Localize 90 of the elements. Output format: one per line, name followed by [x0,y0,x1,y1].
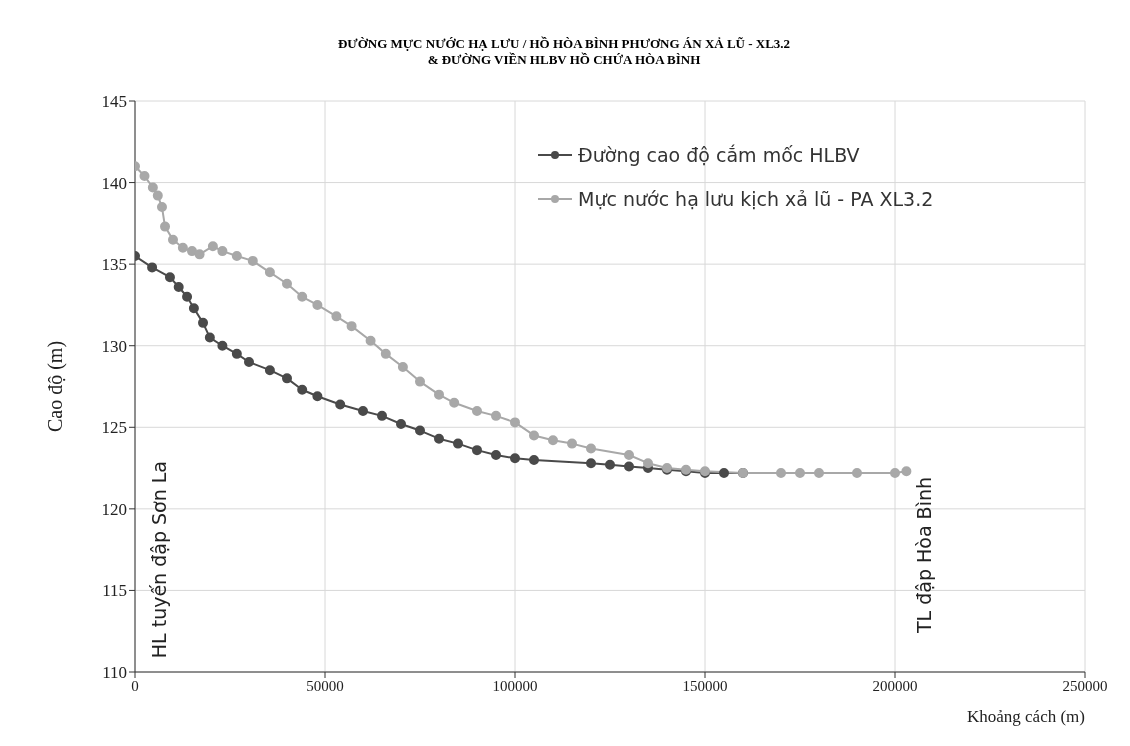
point [217,246,228,257]
annotation: TL đập Hòa Bình [913,476,935,633]
point [358,405,368,416]
legend-label: Đường cao độ cắm mốc HLBV [578,144,860,166]
point [586,458,596,469]
point [168,234,178,245]
point [415,376,425,387]
point [814,467,824,478]
point [491,410,501,421]
point [890,467,900,478]
point [217,340,228,351]
point [335,399,346,410]
point [156,202,167,213]
point [434,389,444,400]
point [852,467,862,478]
y-tick-label: 130 [101,336,127,356]
legend-label: Mực nước hạ lưu kịch xả lũ - PA XL3.2 [578,188,934,210]
point [719,467,729,478]
point [198,317,209,328]
point [312,299,323,310]
point [182,291,193,302]
point [795,467,805,478]
point [188,303,199,314]
point [380,348,391,359]
point [231,250,242,261]
y-axis-title: Cao độ (m) [44,340,68,433]
y-tick-label: 125 [101,418,127,438]
point [776,467,786,478]
point [207,241,218,252]
y-tick-label: 145 [101,92,127,112]
point [365,335,376,346]
point [247,255,258,266]
point [415,425,425,436]
point [173,281,184,292]
y-tick-label: 110 [102,663,127,683]
x-tick-label: 150000 [682,677,728,694]
point [624,461,634,472]
point [472,405,482,416]
point [605,459,615,470]
point [177,242,188,253]
point [586,443,596,454]
point [346,321,357,332]
point [901,466,912,477]
point [297,384,308,395]
point [331,311,342,322]
point [491,450,501,461]
point [510,453,520,464]
point [624,450,634,461]
point [244,357,254,368]
point [510,417,520,428]
y-tick-label: 120 [101,499,127,519]
point [434,433,444,444]
point [204,332,215,343]
y-tick-label: 115 [102,581,127,601]
x-tick-label: 200000 [872,677,918,694]
point [187,246,197,257]
point [160,221,171,232]
y-tick-label: 140 [101,173,127,193]
point [282,373,292,384]
point [548,435,558,446]
x-tick-label: 50000 [306,677,344,694]
chart-title: ĐƯỜNG MỰC NƯỚC HẠ LƯU / HỒ HÒA BÌNH PHƯƠNG ÁN XẢ LŨ - XL3.2 & ĐƯỜNG VIỀN HLBV HỒ CHỨA HÒA BÌNH [336,35,792,68]
point [529,454,539,465]
point [472,445,482,456]
point [194,249,205,260]
point [396,419,406,430]
point [139,171,150,182]
x-tick-label: 100000 [492,677,538,694]
x-axis-title: Khoảng cách (m) [966,707,1085,726]
point [449,397,460,408]
point [264,365,275,376]
point [397,361,408,372]
y-tick-label: 135 [101,255,127,275]
point [147,262,158,273]
point [377,410,387,421]
point [643,458,653,469]
point [453,438,463,449]
x-tick-label: 0 [131,677,139,694]
point [147,182,158,193]
point [297,291,308,302]
point [567,438,577,449]
point [282,278,292,289]
point [231,348,242,359]
point [152,190,163,201]
point [312,391,323,402]
point [164,272,175,283]
x-tick-label: 250000 [1062,677,1108,694]
annotation: HL tuyến đập Sơn La [148,460,170,658]
point [264,267,275,278]
point [529,430,539,441]
